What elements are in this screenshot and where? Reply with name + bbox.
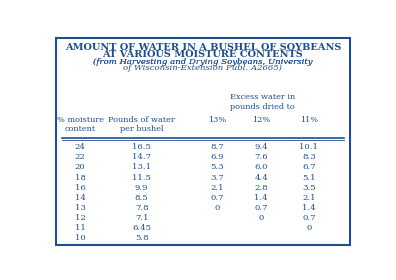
Text: % moisture
content: % moisture content <box>57 116 104 133</box>
Text: 11.5: 11.5 <box>132 174 151 181</box>
Text: 12%: 12% <box>252 116 270 123</box>
Text: 3.5: 3.5 <box>302 184 316 192</box>
Text: (from: (from <box>190 58 216 66</box>
Text: 8.5: 8.5 <box>135 194 148 202</box>
Text: 6.7: 6.7 <box>302 164 316 171</box>
Text: 14.7: 14.7 <box>132 153 151 161</box>
Text: 2.8: 2.8 <box>255 184 268 192</box>
Text: 12: 12 <box>75 214 86 222</box>
FancyBboxPatch shape <box>55 38 350 245</box>
Text: 16: 16 <box>75 184 86 192</box>
Text: 11: 11 <box>75 224 86 232</box>
Text: 0.7: 0.7 <box>255 204 268 212</box>
Text: 0.7: 0.7 <box>210 194 223 202</box>
Text: 9.9: 9.9 <box>135 184 148 192</box>
Text: 5.1: 5.1 <box>302 174 316 181</box>
Text: 10.1: 10.1 <box>299 143 318 151</box>
Text: 10: 10 <box>75 234 86 242</box>
Text: 5.3: 5.3 <box>210 164 224 171</box>
Text: 0: 0 <box>259 214 264 222</box>
Text: 8.3: 8.3 <box>302 153 316 161</box>
Text: 22: 22 <box>75 153 86 161</box>
Text: 2.1: 2.1 <box>210 184 223 192</box>
Text: 18: 18 <box>75 174 86 181</box>
Text: 0: 0 <box>214 204 219 212</box>
Text: Excess water in
pounds dried to: Excess water in pounds dried to <box>230 93 295 111</box>
Text: 11%: 11% <box>300 116 318 123</box>
Text: 5.8: 5.8 <box>135 234 148 242</box>
Text: 24: 24 <box>75 143 86 151</box>
Text: AMOUNT OF WATER IN A BUSHEL OF SOYBEANS: AMOUNT OF WATER IN A BUSHEL OF SOYBEANS <box>65 43 341 52</box>
Text: 0.7: 0.7 <box>302 214 316 222</box>
Text: (from ​Harvesting and Drying Soybeans, University: (from ​Harvesting and Drying Soybeans, U… <box>93 58 313 66</box>
Text: 3.7: 3.7 <box>210 174 224 181</box>
Text: of Wisconsin-Extension Publ. A2665): of Wisconsin-Extension Publ. A2665) <box>124 64 282 72</box>
Text: Pounds of water
per bushel: Pounds of water per bushel <box>108 116 175 133</box>
Text: 0: 0 <box>306 224 312 232</box>
Text: 14: 14 <box>75 194 86 202</box>
Text: 13: 13 <box>75 204 86 212</box>
Text: 6.0: 6.0 <box>255 164 268 171</box>
Text: 1.4: 1.4 <box>255 194 268 202</box>
Text: (from Harvesting and Drying Soybeans, University: (from Harvesting and Drying Soybeans, Un… <box>93 58 313 66</box>
Text: 9.4: 9.4 <box>255 143 268 151</box>
Text: 8.7: 8.7 <box>210 143 224 151</box>
Text: 7.6: 7.6 <box>255 153 268 161</box>
Text: 20: 20 <box>75 164 86 171</box>
Text: 1.4: 1.4 <box>302 204 316 212</box>
Text: 6.9: 6.9 <box>210 153 223 161</box>
Text: 13.1: 13.1 <box>132 164 151 171</box>
Text: 7.8: 7.8 <box>135 204 148 212</box>
Text: AT VARIOUS MOISTURE CONTENTS: AT VARIOUS MOISTURE CONTENTS <box>103 50 303 59</box>
Text: 7.1: 7.1 <box>135 214 148 222</box>
Text: 4.4: 4.4 <box>254 174 268 181</box>
Text: 2.1: 2.1 <box>302 194 316 202</box>
Text: 13%: 13% <box>208 116 226 123</box>
Text: 16.5: 16.5 <box>132 143 151 151</box>
Text: 6.45: 6.45 <box>132 224 151 232</box>
